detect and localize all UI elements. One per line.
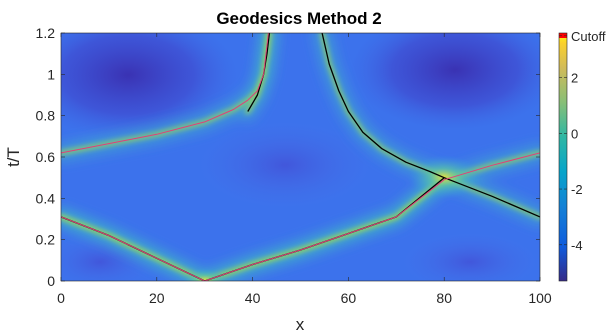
colorbar-frame [558,32,568,282]
y-tick-label: 0.2 [36,232,56,248]
heatmap-hot-spot [183,268,227,281]
plot-area [61,33,540,281]
x-tick-label: 0 [57,290,65,306]
y-tick-label: 1 [47,66,55,82]
x-axis-label: x [296,315,305,333]
x-tick-label: 60 [341,290,357,306]
colorbar-cutoff-band [559,33,567,38]
x-tick-label: 40 [245,290,261,306]
colorbar-gradient [559,33,567,281]
y-tick-label: 1.2 [36,25,56,41]
y-tick-label: 0 [47,273,55,289]
heatmap-low-region [61,33,238,140]
x-tick-label: 80 [436,290,452,306]
colorbar-tick-label: -2 [571,182,583,197]
y-tick-label: 0.8 [36,108,56,124]
colorbar-tick-label: -4 [571,238,583,253]
heatmap-low-region [400,232,540,281]
colorbar-tick-label: 2 [571,71,578,86]
y-tick-label: 0.6 [36,149,56,165]
chart-title: Geodesics Method 2 [216,9,381,28]
geodesic-line-4 [61,33,269,154]
colorbar-tick-label: 0 [571,126,578,141]
colorbar-tick-label: Cutoff [571,29,606,44]
geodesic-line-5 [204,152,540,281]
colorbar: Cutoff 2 0 -2 -4 [558,29,606,282]
y-axis-label: t/T [4,147,23,167]
heatmap-low-region [195,120,375,210]
geodesic-line-2 [321,33,445,179]
geodesic-line-6 [61,216,205,281]
y-tick-label: 0.4 [36,190,56,206]
x-tick-label: 100 [528,290,552,306]
heatmap-low-region [350,33,540,130]
x-tick-label: 20 [149,290,165,306]
